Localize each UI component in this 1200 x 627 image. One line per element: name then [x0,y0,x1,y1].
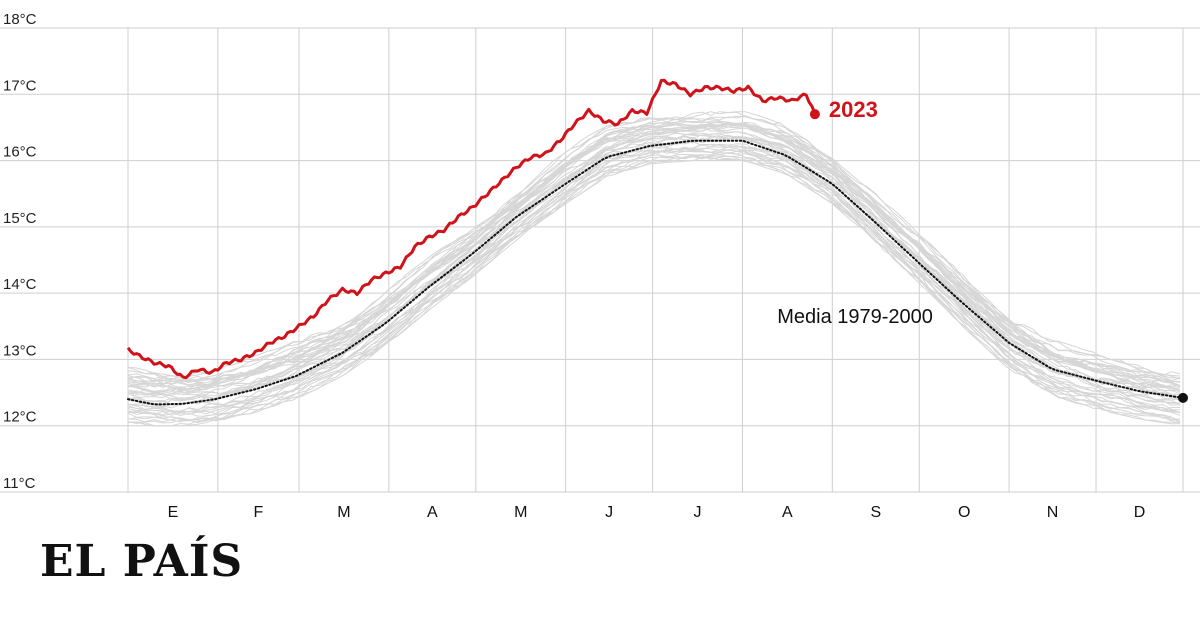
history-year-line [127,143,1181,417]
el-pais-logo: EL PAÍS [40,536,244,587]
series-lines [126,78,1188,406]
y-tick-label: 18°C [3,11,37,28]
history-year-line [127,121,1181,390]
history-year-line [127,154,1181,424]
y-tick-label: 12°C [3,409,37,426]
history-year-line [127,127,1181,394]
history-year-line [127,143,1181,416]
history-year-line [127,148,1181,414]
history-year-line [127,131,1181,403]
historical-series [127,111,1181,427]
history-year-line [127,153,1181,423]
history-year-line [127,122,1181,384]
y-tick-label: 13°C [3,342,37,359]
x-tick-label: A [427,504,438,521]
history-year-line [127,115,1181,380]
x-tick-label: O [958,504,970,521]
history-year-line [127,132,1181,396]
x-tick-label: J [694,504,702,521]
x-tick-label: J [605,504,613,521]
y-tick-label: 16°C [3,144,37,161]
y-tick-label: 11°C [3,475,36,492]
history-year-line [127,133,1181,406]
x-tick-label: E [168,504,179,521]
series-2023-endpoint [809,109,820,120]
series-2023-line [126,78,817,380]
tick-labels: 18°C 17°C 16°C 15°C 14°C 13°C 12°C 11°C E F M A M J J A… [3,11,1145,521]
history-year-line [127,135,1181,406]
series-mean-endpoint [1178,392,1188,403]
y-tick-label: 17°C [3,77,37,94]
history-year-line [127,150,1181,424]
x-tick-label: F [254,504,264,521]
series-2023-label: 2023 [829,97,878,122]
history-year-line [127,137,1181,409]
history-year-line [127,149,1181,417]
x-tick-label: N [1047,504,1059,521]
grid [0,27,1200,493]
x-tick-label: M [514,504,527,521]
history-year-line [127,124,1181,388]
x-tick-label: M [337,504,350,521]
mean-annotation: Media 1979-2000 [777,306,933,328]
y-tick-label: 14°C [3,276,37,293]
history-year-line [127,111,1181,379]
x-tick-label: A [782,504,793,521]
history-year-line [127,151,1181,427]
y-tick-label: 15°C [3,210,37,227]
history-year-line [127,153,1181,422]
history-year-line [127,132,1181,399]
history-year-line [127,118,1181,386]
history-year-line [127,111,1181,380]
x-tick-label: S [870,504,881,521]
series-mean-line [127,139,1184,406]
history-year-line [127,155,1181,427]
history-year-line [127,122,1181,392]
history-year-line [127,135,1181,400]
x-tick-label: D [1134,504,1146,521]
